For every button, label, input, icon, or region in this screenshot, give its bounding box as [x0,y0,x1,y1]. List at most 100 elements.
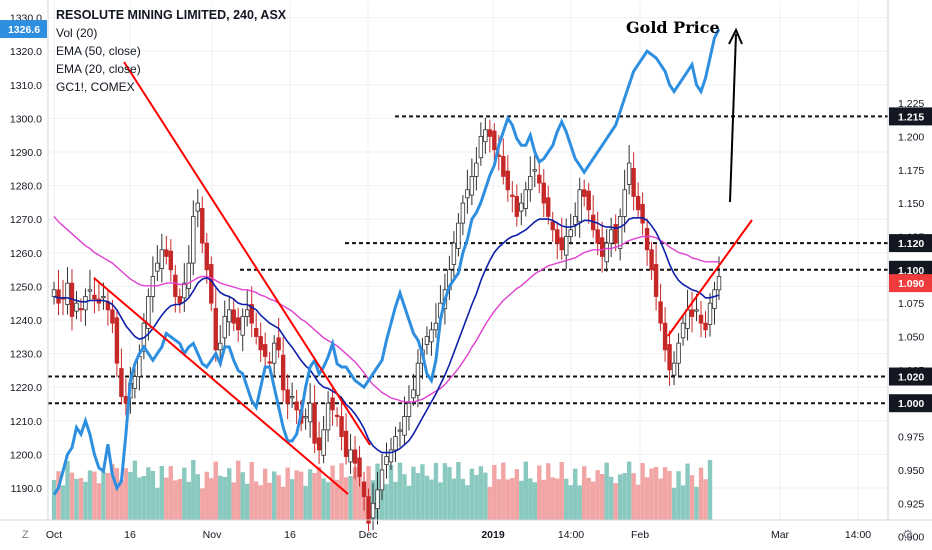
candle-body [92,294,97,300]
indicator-gold-overlay[interactable]: GC1!, COMEX [56,80,135,94]
volume-bar [186,481,191,520]
volume-bar [505,479,511,520]
candle-body [227,309,232,323]
candle-body [595,229,600,244]
target-arrow-shaft [729,33,737,203]
volume-bar [289,479,295,520]
candle-body [330,397,335,411]
volume-bar [321,478,326,520]
candle-body [285,389,290,404]
last-value-bg [889,274,932,293]
candle-body [173,274,178,297]
volume-bar [236,460,241,520]
time-tick-label: Feb [631,529,649,541]
time-tick-label: Oct [46,529,62,541]
volume-bar [159,466,165,520]
volume-bar [245,483,250,520]
volume-bar [528,478,533,520]
volume-bar [101,471,106,520]
candle-body [101,296,106,299]
volume-bar [83,481,88,520]
volume-bar [680,485,686,520]
volume-bar [343,477,349,520]
volume-bar [599,474,605,520]
volume-bar [78,478,84,520]
candle-body [703,322,708,331]
right-tick-label: 1.075 [898,298,924,310]
volume-bar [164,477,169,520]
candle-body [393,436,398,451]
volume-bar [96,483,102,520]
volume-bar [653,467,659,520]
time-tick-label: 16 [124,529,136,541]
level-flag-label: 1.215 [898,111,924,123]
candle-body [568,229,573,237]
symbol-title[interactable]: RESOLUTE MINING LIMITED, 240, ASX [56,8,287,22]
volume-bar [447,467,452,520]
volume-bar [573,468,578,520]
candle-body [375,489,380,509]
right-tick-label: 1.225 [898,98,924,110]
candle-body [541,182,546,204]
right-tick-label: 0.975 [898,432,924,444]
volume-bar [209,478,214,520]
candle-body [186,262,191,289]
candle-body [613,224,618,244]
left-tick-label: 1240.0 [10,315,42,327]
volume-bar [649,468,654,520]
volume-bar [590,481,596,520]
volume-bar [397,462,403,520]
candle-body [631,168,636,197]
volume-bar [276,475,281,520]
volume-bar [703,479,708,520]
volume-bar [339,463,344,520]
volume-bar [698,467,704,520]
candle-body [622,189,627,217]
volume-bar [51,480,57,520]
candle-body [262,344,268,357]
left-price-axis[interactable]: 1190.0 1200.0 1210.0 1220.0 1230.0 1240.0 1250… [0,0,49,520]
indicator-volume[interactable]: Vol (20) [56,26,98,40]
time-tick-label: Dec [359,529,378,541]
volume-bar [280,486,286,520]
gear-icon[interactable]: ⚙ [902,527,914,542]
candle-body [653,264,659,297]
candle-body [119,368,124,397]
candle-body [366,496,371,524]
volume-bars [51,460,713,520]
volume-bar [626,461,632,520]
candle-body [236,317,241,331]
candle-body [280,354,286,391]
candle-body [164,249,169,257]
volume-bar [204,471,209,520]
candle-body [514,196,520,217]
time-axis[interactable]: Oct 16 Nov 16 Dec 2019 14:00 Feb Mar 14:00 [0,519,932,541]
volume-bar [325,482,331,520]
candle-body [586,190,591,211]
volume-bar [671,487,677,520]
candle-body [110,309,115,324]
timezone-z-button[interactable]: Z [22,529,29,541]
candle-body [294,401,299,411]
candle-body [325,402,331,431]
time-tick-label: Nov [203,529,222,541]
candle-body [550,221,555,231]
candle-body [159,249,165,269]
volume-bar [285,467,290,520]
volume-bar [307,469,313,520]
candle-body [357,457,362,477]
level-flag-label: 1.000 [898,398,924,410]
candle-body [321,429,326,456]
chart-legend: RESOLUTE MINING LIMITED, 240, ASX Vol (2… [56,6,286,96]
volume-bar [262,468,268,520]
indicator-ema20[interactable]: EMA (20, close) [56,62,141,76]
volume-bar [258,485,263,520]
candle-body [707,302,713,325]
indicator-ema50[interactable]: EMA (50, close) [56,44,141,58]
volume-bar [123,468,129,520]
right-price-axis[interactable]: 0.9000.9250.9500.9751.0001.0251.0501.075… [887,0,932,544]
level-flag-label: 1.020 [898,372,924,384]
volume-bar [141,476,147,520]
candle-body [316,437,322,451]
